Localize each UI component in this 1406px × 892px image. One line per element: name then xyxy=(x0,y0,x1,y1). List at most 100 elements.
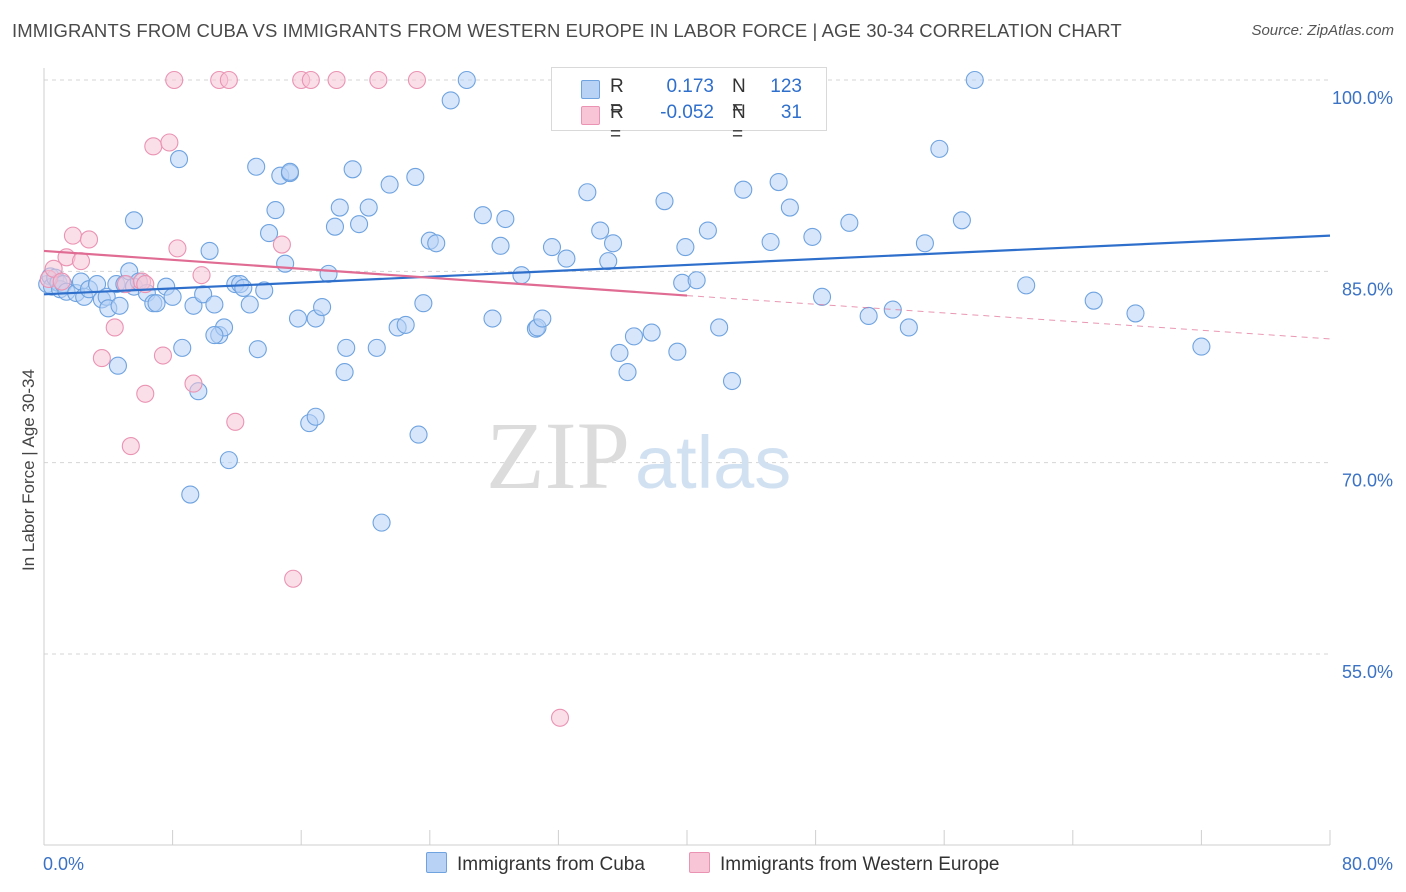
legend-r-value-cuba: 0.173 xyxy=(666,76,714,97)
point-cuba xyxy=(240,295,259,314)
series-legend-cuba: Immigrants from Cuba xyxy=(426,852,645,876)
point-cuba xyxy=(147,294,166,313)
data-points xyxy=(38,70,1211,727)
point-cuba xyxy=(491,236,510,255)
point-cuba xyxy=(591,221,610,240)
point-cuba xyxy=(306,407,325,426)
point-cuba xyxy=(330,198,349,217)
point-cuba xyxy=(343,160,362,179)
axes xyxy=(43,68,1331,846)
legend-r-value-western-europe: -0.052 xyxy=(660,102,714,123)
point-western-europe xyxy=(160,133,179,152)
correlation-legend: R = 0.173 N = 123 R = -0.052 N = 31 xyxy=(551,67,827,145)
point-western-europe xyxy=(550,708,570,727)
point-cuba xyxy=(205,295,224,314)
point-cuba xyxy=(1126,304,1145,323)
point-cuba xyxy=(722,371,742,391)
series-swatch-cuba xyxy=(426,852,447,873)
point-cuba xyxy=(110,296,129,315)
y-tick-label: 100.0% xyxy=(1332,88,1393,108)
point-cuba xyxy=(676,238,695,257)
point-cuba xyxy=(1192,337,1211,356)
point-cuba xyxy=(840,213,859,232)
legend-swatch-cuba xyxy=(581,80,600,99)
point-western-europe xyxy=(136,275,155,294)
point-cuba xyxy=(1084,291,1103,310)
point-western-europe xyxy=(71,252,91,271)
point-cuba xyxy=(1017,276,1036,295)
point-cuba xyxy=(769,172,788,192)
point-cuba xyxy=(542,238,562,257)
legend-r-label: R = xyxy=(610,102,624,145)
series-label-western-europe: Immigrants from Western Europe xyxy=(720,854,1000,875)
point-western-europe xyxy=(327,70,346,90)
point-western-europe xyxy=(121,437,140,456)
point-western-europe xyxy=(407,70,426,90)
x-tick-label: 0.0% xyxy=(43,854,84,874)
point-western-europe xyxy=(52,272,71,291)
point-western-europe xyxy=(63,226,82,245)
point-western-europe xyxy=(144,137,163,156)
point-cuba xyxy=(124,211,144,230)
chart-title: IMMIGRANTS FROM CUBA VS IMMIGRANTS FROM … xyxy=(12,20,1122,41)
point-cuba xyxy=(266,201,285,220)
point-cuba xyxy=(710,318,729,337)
point-cuba xyxy=(965,70,984,90)
point-cuba xyxy=(219,451,238,470)
point-cuba xyxy=(915,234,934,253)
series-swatch-western-europe xyxy=(689,852,710,873)
point-cuba xyxy=(761,232,780,252)
legend-n-label: N = xyxy=(732,76,746,119)
point-cuba xyxy=(618,363,637,382)
point-cuba xyxy=(276,254,295,273)
point-cuba xyxy=(194,285,213,304)
trend-lines xyxy=(43,234,1331,340)
series-legend-western-europe: Immigrants from Western Europe xyxy=(689,852,999,876)
trend-line-western-europe-extension xyxy=(686,295,1331,340)
point-cuba xyxy=(367,338,386,357)
point-western-europe xyxy=(284,569,303,588)
point-cuba xyxy=(350,215,369,234)
point-cuba xyxy=(335,363,354,382)
point-cuba xyxy=(406,167,425,186)
y-tick-label: 70.0% xyxy=(1342,471,1393,491)
source-credit: Source: ZipAtlas.com xyxy=(1251,22,1394,39)
trend-line-western-europe xyxy=(43,249,688,297)
point-cuba xyxy=(599,252,618,271)
point-cuba xyxy=(380,175,399,194)
x-tick-label: 80.0% xyxy=(1342,854,1393,874)
point-cuba xyxy=(441,91,460,110)
point-western-europe xyxy=(105,318,124,337)
point-western-europe xyxy=(136,384,155,403)
point-cuba xyxy=(734,180,753,199)
trend-line-cuba xyxy=(43,234,1331,296)
point-cuba xyxy=(255,281,274,300)
point-cuba xyxy=(108,356,127,375)
watermark-atlas: atlas xyxy=(635,421,791,504)
point-cuba xyxy=(557,249,576,268)
legend-r-label: R = xyxy=(610,76,624,119)
point-cuba xyxy=(359,198,378,217)
point-cuba xyxy=(325,217,345,236)
point-cuba xyxy=(496,209,515,229)
point-cuba xyxy=(899,318,918,337)
point-cuba xyxy=(248,340,267,359)
point-western-europe xyxy=(192,266,211,285)
point-western-europe xyxy=(79,230,99,249)
point-western-europe xyxy=(168,239,187,258)
y-tick-label: 55.0% xyxy=(1342,662,1393,682)
point-cuba xyxy=(313,297,332,317)
point-cuba xyxy=(512,266,531,285)
legend-n-label: N = xyxy=(732,102,746,145)
point-cuba xyxy=(859,306,878,326)
watermark-zip: ZIP xyxy=(486,402,630,509)
point-western-europe xyxy=(219,70,238,90)
point-cuba xyxy=(337,338,356,357)
point-cuba xyxy=(181,485,200,504)
point-cuba xyxy=(259,224,279,243)
point-western-europe xyxy=(184,374,203,393)
legend-swatch-western-europe xyxy=(581,106,600,125)
point-cuba xyxy=(200,241,219,260)
point-cuba xyxy=(803,227,822,246)
